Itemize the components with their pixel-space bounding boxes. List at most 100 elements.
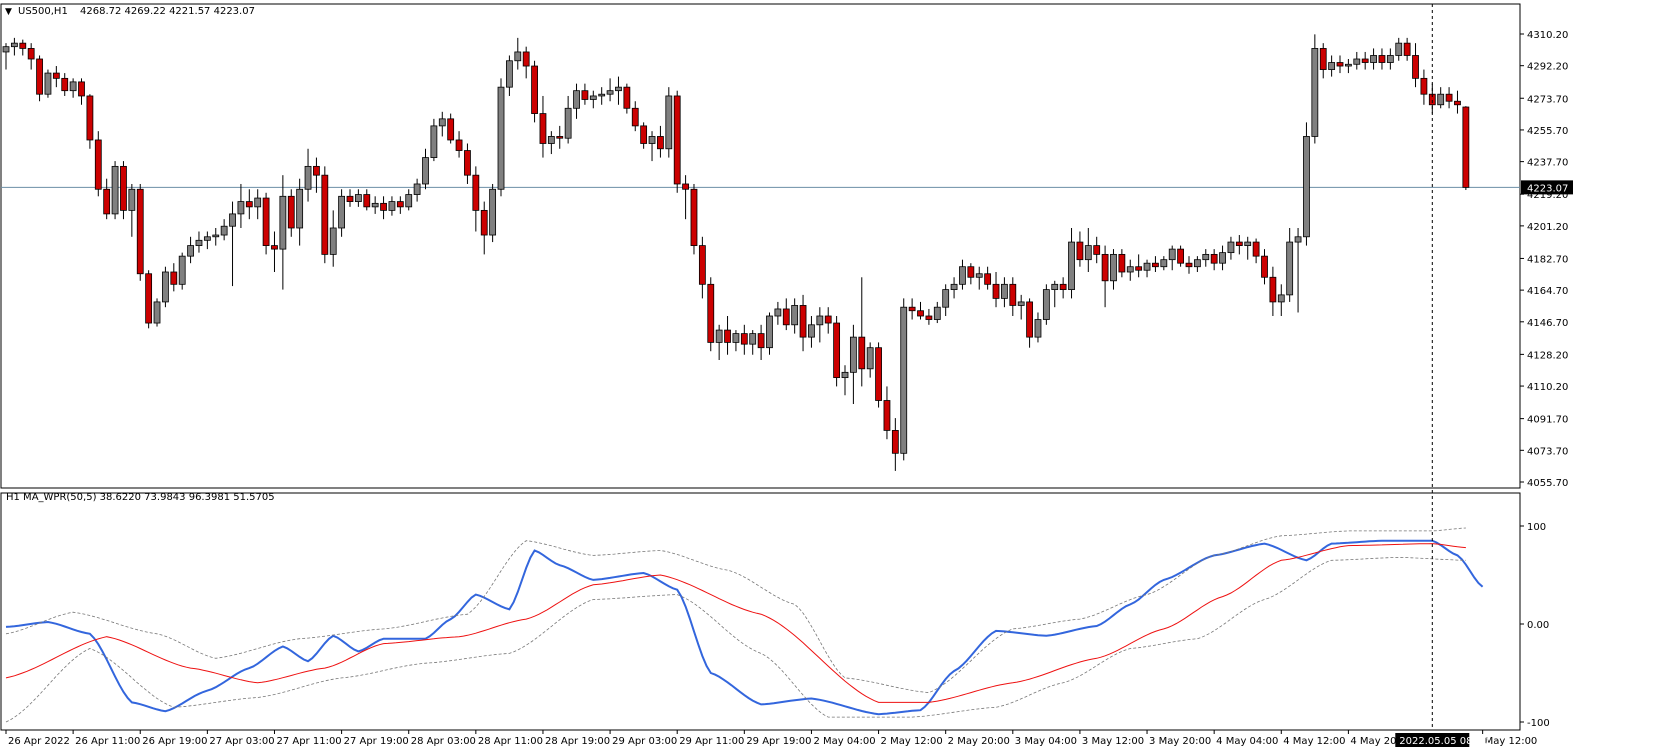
price-pane[interactable] [0,3,1521,489]
bull-candle-body [128,188,136,211]
candle [1235,235,1243,255]
bull-candle-body [816,315,824,326]
candle [254,189,262,220]
candle [1160,256,1168,271]
bear-candle-body [623,86,631,109]
candle [648,131,656,162]
candle [489,183,497,243]
bear-candle-body [581,90,589,100]
bull-candle-body [203,236,211,241]
price-axis-label: 4310.20 [1527,30,1568,41]
current-price-label: 4223.07 [1527,183,1568,194]
bull-candle-body [489,188,497,236]
time-axis-label: 28 Apr 19:00 [545,736,610,747]
candle [900,298,908,461]
candle [816,307,824,343]
bear-candle-body [103,188,111,215]
candle [875,342,882,408]
bull-candle-body [1110,253,1117,282]
candle [1336,55,1344,74]
bear-candle-body [1152,262,1159,268]
bear-candle-body [707,283,715,343]
candle [1076,231,1084,267]
bear-candle-body [480,209,488,236]
candle [707,277,715,352]
crosshair-time-label: 2022.05.05 08:00 [1399,736,1488,747]
candle [380,196,387,220]
bull-candle-body [564,107,572,139]
time-axis-label: 29 Apr 19:00 [746,736,811,747]
bull-candle-body [1386,55,1394,63]
bull-candle-body [1126,266,1134,273]
bear-candle-body [1059,283,1067,290]
candle [631,101,639,132]
bear-candle-body [78,81,85,97]
candle [94,131,102,197]
wpr-ma-line [5,543,1466,703]
price-axis-label: 4201.20 [1527,222,1568,233]
bear-candle-body [447,118,455,141]
bear-candle-body [1261,255,1268,278]
candle [10,37,18,56]
time-axis-label: 27 Apr 03:00 [209,736,274,747]
candle [430,118,438,162]
candle [1454,90,1461,114]
candle [1026,298,1033,348]
bear-candle-body [120,165,127,211]
bull-candle-body [933,306,941,320]
candle [52,66,60,88]
candle [203,231,211,250]
bear-candle-body [472,174,480,211]
bear-candle-body [313,165,320,176]
candle [1126,259,1134,281]
bear-candle-body [1252,241,1260,257]
bear-candle-body [967,266,975,278]
bull-candle-body [1219,252,1226,264]
bull-candle-body [841,371,849,379]
bull-candle-body [497,86,505,190]
candle [799,294,807,352]
price-axis-label: 4091.70 [1527,415,1568,426]
candle [547,131,555,155]
candle [447,113,455,144]
symbol-triangle-icon[interactable]: ▼ [5,7,12,17]
bull-candle-body [296,188,304,229]
bear-candle-body [1378,55,1386,63]
bear-candle-body [640,125,648,144]
bull-candle-body [547,136,555,144]
bull-candle-body [791,305,799,326]
bear-candle-body [1412,55,1419,79]
candle [698,236,706,299]
candle [606,78,614,102]
bull-candle-body [950,283,958,290]
bear-candle-body [631,107,639,127]
bull-candle-body [648,136,656,144]
candle [1361,51,1369,70]
indicator-pane[interactable] [0,492,1521,731]
candle [363,189,371,211]
bear-candle-body [1185,262,1193,268]
bear-candle-body [875,347,882,401]
bear-candle-body [908,306,916,312]
candle [145,270,153,329]
candle [1227,236,1235,260]
bear-candle-body [782,308,790,326]
candle [388,196,396,216]
bull-candle-body [413,183,421,195]
candle [640,122,648,149]
candle [136,183,144,281]
bull-candle-body [279,195,287,250]
candle [959,259,966,290]
bull-candle-body [111,165,119,215]
bull-candle-body [959,266,966,285]
candle [514,37,522,70]
bear-candle-body [757,333,765,349]
candle [313,157,320,193]
candle [279,175,287,290]
time-axis-label: 3 May 12:00 [1082,736,1144,747]
bear-candle-body [346,195,354,202]
bull-candle-body [1353,58,1361,65]
candle [1370,48,1377,70]
candle [883,386,891,440]
